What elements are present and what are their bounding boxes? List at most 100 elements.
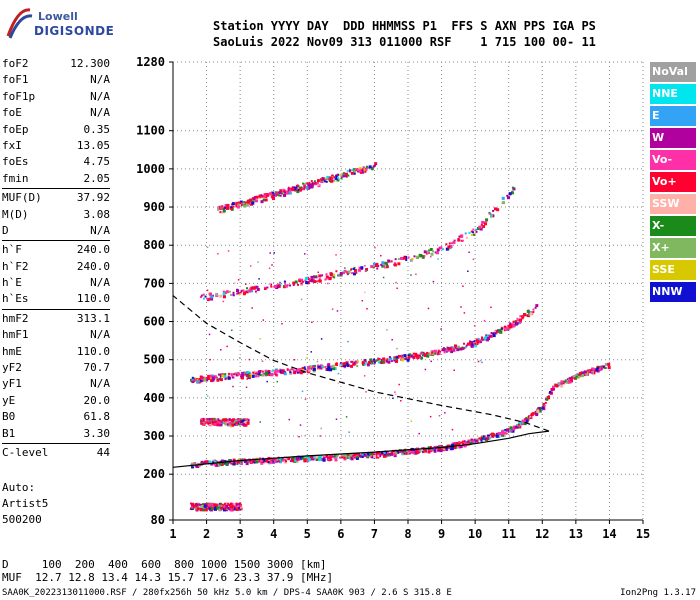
echo-point — [450, 242, 453, 245]
echo-point — [307, 458, 311, 462]
echo-point — [407, 256, 410, 259]
echo-point — [447, 245, 451, 249]
param-value: 4.75 — [83, 155, 111, 169]
param-row: h`Es 110.0 — [2, 291, 110, 307]
echo-point — [313, 182, 316, 185]
param-value: 3.30 — [83, 426, 111, 440]
legend-item-vo: Vo+ — [650, 172, 696, 192]
echo-point — [394, 258, 397, 261]
echo-point — [191, 504, 195, 508]
echo-point — [193, 379, 196, 382]
echo-point — [469, 342, 472, 345]
echo-point — [208, 417, 211, 420]
echo-point — [223, 207, 226, 210]
param-row: yE 20.0 — [2, 393, 110, 409]
echo-point — [330, 458, 333, 461]
echo-point — [468, 251, 470, 254]
param-value: 0.35 — [83, 122, 111, 136]
echo-point — [285, 190, 288, 193]
echo-point — [483, 319, 486, 322]
echo-point — [288, 418, 291, 421]
echo-point — [306, 281, 310, 285]
echo-point — [268, 192, 272, 196]
echo-point — [255, 199, 259, 203]
y-tick-label: 80 — [151, 513, 165, 527]
echo-point — [595, 368, 599, 372]
echo-point — [339, 274, 342, 277]
echo-point — [303, 459, 307, 463]
param-name: h`Es — [2, 292, 29, 306]
echo-point — [264, 198, 268, 202]
echo-point — [207, 376, 210, 379]
echo-point — [377, 455, 380, 458]
echo-point — [434, 251, 437, 254]
echo-point — [199, 508, 203, 512]
echo-point — [321, 177, 325, 181]
echo-point — [403, 452, 406, 455]
param-row: foEp 0.35 — [2, 122, 110, 138]
echo-point — [341, 362, 344, 365]
echo-point — [206, 297, 209, 300]
echo-point — [588, 370, 591, 373]
echo-point — [274, 369, 278, 373]
echo-point — [358, 266, 362, 270]
echo-point — [368, 165, 372, 169]
echo-point — [470, 340, 474, 344]
echo-point — [219, 211, 222, 214]
echo-point — [482, 338, 485, 341]
echo-point — [350, 457, 354, 461]
echo-point — [393, 263, 397, 267]
echo-point — [202, 503, 205, 506]
echo-point — [263, 287, 266, 290]
echo-point — [417, 451, 420, 454]
digisonde-logo-icon — [6, 8, 33, 39]
echo-point — [326, 176, 330, 180]
echo-point — [299, 188, 303, 192]
echo-point — [329, 366, 333, 370]
echo-point — [489, 437, 492, 440]
echo-point — [364, 291, 366, 294]
echo-point — [456, 442, 459, 445]
echo-point — [232, 291, 235, 294]
echo-point — [380, 254, 382, 257]
echo-point — [199, 375, 203, 379]
echo-point — [292, 281, 296, 285]
echo-point — [456, 345, 460, 349]
echo-point — [284, 284, 288, 288]
echo-point — [375, 262, 378, 265]
echo-point — [209, 374, 213, 378]
echo-point — [193, 505, 197, 509]
echo-point — [377, 265, 380, 268]
echo-point — [373, 164, 376, 167]
echo-point — [347, 174, 350, 177]
echo-point — [408, 452, 411, 455]
param-row: B0 61.8 — [2, 409, 110, 425]
echo-point — [235, 423, 238, 426]
echo-point — [217, 423, 220, 426]
echo-point — [396, 287, 398, 290]
echo-point — [358, 169, 362, 173]
echo-point — [534, 306, 537, 309]
echo-point — [220, 504, 223, 507]
echo-point — [467, 440, 470, 443]
echo-point — [224, 507, 227, 510]
y-tick-label: 400 — [143, 391, 165, 405]
echo-point — [381, 360, 385, 364]
echo-point — [463, 312, 466, 314]
echo-point — [262, 319, 265, 321]
echo-point — [324, 180, 327, 183]
echo-point — [535, 304, 539, 308]
echo-point — [452, 347, 455, 350]
echo-point — [208, 333, 211, 336]
echo-point — [336, 173, 339, 176]
echo-point — [317, 271, 320, 274]
echo-point — [321, 181, 324, 184]
echo-point — [271, 195, 275, 199]
echo-point — [437, 349, 440, 352]
echo-point — [583, 374, 586, 377]
echo-point — [305, 281, 309, 285]
echo-point — [239, 462, 243, 466]
echo-point — [262, 373, 265, 376]
echo-point — [514, 320, 517, 323]
echo-point — [214, 460, 217, 463]
